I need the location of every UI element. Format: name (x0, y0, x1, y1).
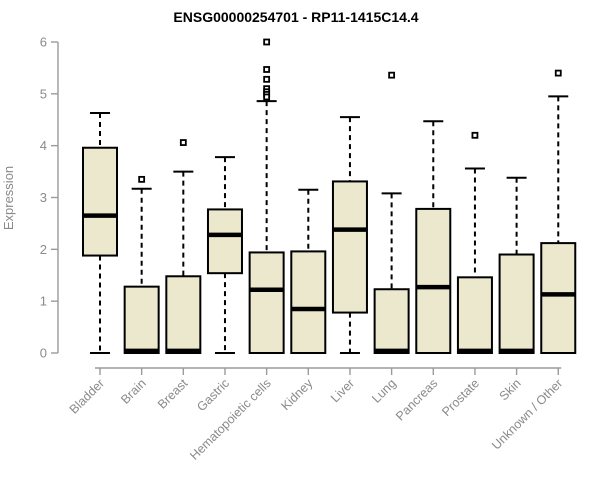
boxplot-box (290, 188, 327, 354)
y-tick-label: 5 (40, 86, 47, 101)
x-tick-label: Unknown / Other (489, 376, 565, 452)
iqr-box (456, 276, 493, 354)
iqr-box (415, 207, 452, 354)
y-tick-label: 0 (40, 346, 47, 361)
outlier-point (179, 139, 187, 146)
outlier-point (263, 38, 271, 46)
y-tick-label: 2 (40, 242, 47, 257)
y-tick-label: 4 (40, 138, 47, 153)
iqr-box (498, 253, 535, 354)
iqr-box (373, 288, 410, 354)
y-tick-label: 3 (40, 190, 47, 205)
iqr-box (540, 242, 577, 354)
outlier-point (554, 69, 562, 77)
iqr-box (82, 146, 118, 257)
x-tick-label: Kidney (278, 376, 315, 413)
outlier-point (263, 75, 271, 83)
x-tick-label: Hematopoietic cells (187, 376, 274, 463)
outlier-point (471, 131, 479, 139)
iqr-box (206, 208, 243, 275)
boxplot-series (82, 38, 577, 354)
boxplot-box (123, 175, 160, 354)
boxplot-box (165, 139, 202, 354)
iqr-box (290, 250, 327, 354)
iqr-box (248, 251, 285, 354)
iqr-box (165, 275, 202, 354)
boxplot-box (331, 116, 368, 354)
boxplot-box (498, 176, 535, 354)
boxplot-box (206, 156, 243, 354)
boxplot-box (373, 71, 410, 354)
y-axis: 0 1 2 3 4 5 6 (40, 35, 59, 361)
iqr-box (123, 285, 160, 354)
x-tick-label: Breast (155, 376, 191, 412)
outlier-point (263, 66, 271, 73)
x-tick-label: Bladder (67, 376, 107, 416)
boxplot-box (540, 69, 577, 354)
y-axis-label: Expression (1, 166, 16, 230)
boxplot-box (456, 131, 493, 354)
boxplot-box (415, 120, 452, 354)
x-tick-label: Lung (369, 376, 399, 406)
x-tick-label: Liver (328, 376, 357, 405)
boxplot-box (82, 112, 118, 354)
x-tick-label: Brain (118, 376, 149, 407)
outlier-point (138, 175, 146, 183)
x-tick-label: Prostate (439, 376, 482, 419)
outlier-point (388, 71, 396, 79)
chart-title: ENSG00000254701 - RP11-1415C14.4 (173, 9, 418, 25)
outlier-point (263, 93, 271, 101)
boxplot-box (248, 38, 285, 354)
iqr-box (331, 180, 368, 314)
x-tick-label: Skin (497, 376, 524, 403)
x-tick-label: Pancreas (393, 376, 440, 423)
x-tick-label: Gastric (194, 376, 232, 414)
y-tick-label: 1 (40, 294, 47, 309)
y-tick-label: 6 (40, 35, 47, 50)
